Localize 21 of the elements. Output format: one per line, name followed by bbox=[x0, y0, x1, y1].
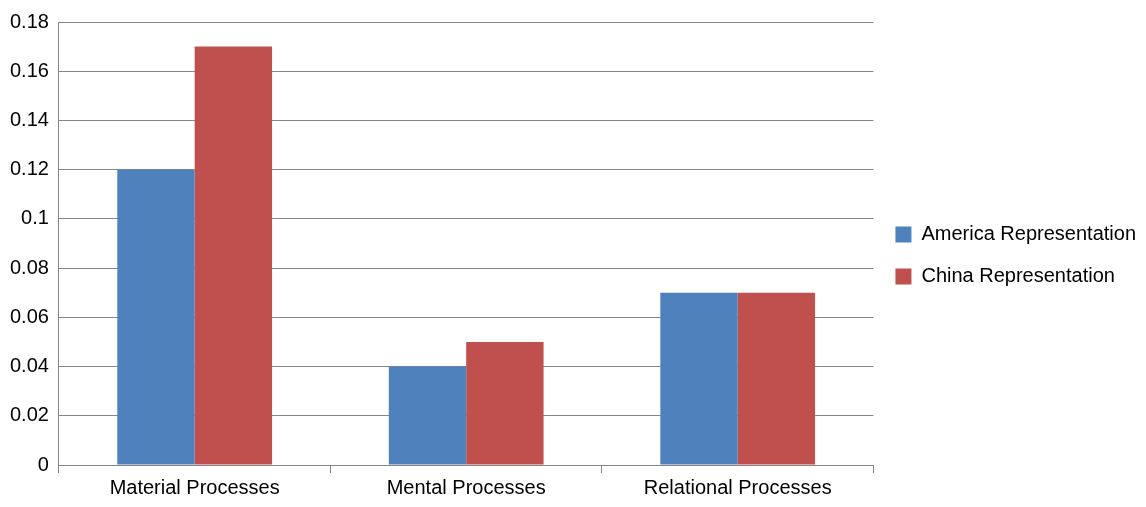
y-tick-label: 0.08 bbox=[9, 255, 49, 278]
bar bbox=[117, 169, 195, 465]
y-tick-label: 0.04 bbox=[9, 354, 49, 377]
bar bbox=[388, 366, 467, 465]
y-tick-label: 0.1 bbox=[21, 206, 49, 229]
y-tick-label: 0.18 bbox=[9, 9, 49, 32]
y-tick-label: 0.06 bbox=[9, 304, 49, 327]
legend-label: America Representation bbox=[921, 222, 1137, 245]
x-tick-label: Material Processes bbox=[109, 475, 280, 498]
bar bbox=[466, 341, 544, 465]
y-tick-label: 0.12 bbox=[9, 157, 49, 180]
bar bbox=[194, 46, 273, 465]
bar bbox=[737, 292, 816, 465]
y-tick-label: 0.16 bbox=[9, 58, 49, 81]
x-tick-label: Relational Processes bbox=[643, 475, 832, 498]
y-tick-label: 0 bbox=[37, 452, 49, 475]
y-tick-label: 0.14 bbox=[9, 107, 49, 130]
x-tick-label: Mental Processes bbox=[386, 475, 546, 498]
y-tick-label: 0.02 bbox=[9, 403, 49, 426]
bar bbox=[660, 292, 738, 465]
legend-label: China Representation bbox=[921, 264, 1115, 287]
